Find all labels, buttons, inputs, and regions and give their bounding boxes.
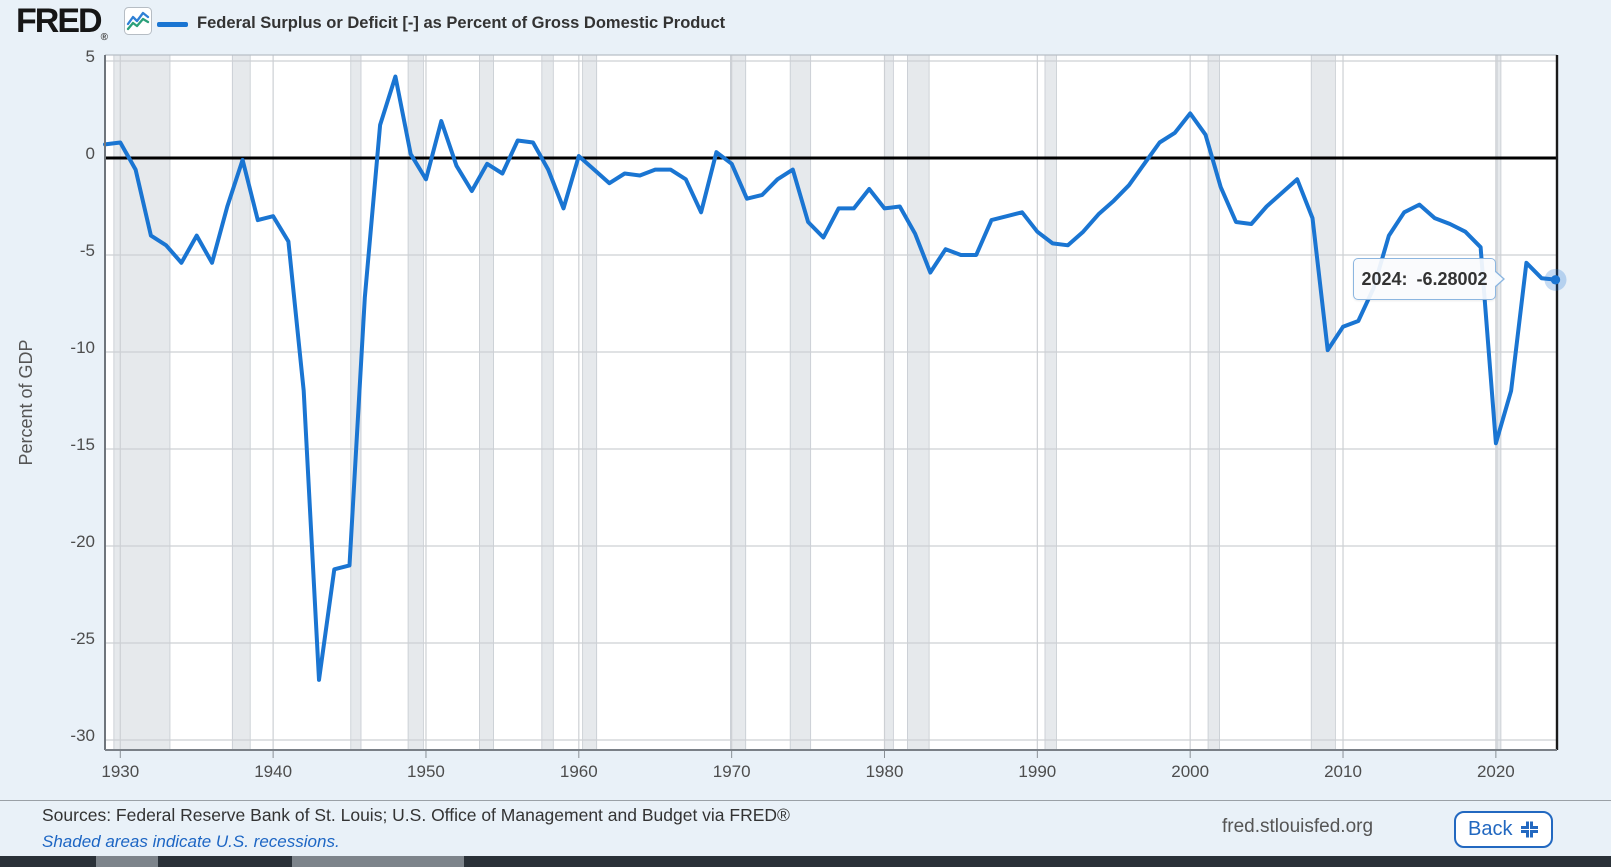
series-line [103, 74, 1559, 682]
y-axis-labels: 5 0 -5 -10 -15 -20 -25 -30 [70, 47, 95, 745]
svg-text:2020: 2020 [1477, 762, 1515, 781]
bottom-bar [0, 856, 1611, 867]
svg-text:2000: 2000 [1171, 762, 1209, 781]
recession-bands [113, 54, 1502, 751]
svg-text:5: 5 [86, 47, 95, 66]
tooltip-year: 2024: [1361, 268, 1408, 289]
recession-note-link[interactable]: Shaded areas indicate U.S. recessions. [42, 832, 340, 851]
svg-text:1960: 1960 [560, 762, 598, 781]
fred-graph-icon [124, 7, 152, 35]
header: FRED® Federal Surplus or Deficit [-] as … [0, 0, 1611, 46]
x-tick-marks [119, 751, 1497, 758]
end-marker [1544, 268, 1567, 291]
svg-text:1980: 1980 [866, 762, 904, 781]
registered-mark: ® [100, 32, 108, 43]
tooltip-value: -6.28002 [1416, 268, 1488, 289]
svg-text:1950: 1950 [407, 762, 445, 781]
svg-text:2010: 2010 [1324, 762, 1362, 781]
svg-text:-5: -5 [80, 241, 95, 260]
bottom-bar-segment [96, 856, 158, 867]
legend-line-swatch [157, 21, 188, 27]
collapse-icon [1521, 821, 1539, 838]
svg-text:-20: -20 [70, 532, 95, 551]
y-axis-title: Percent of GDP [16, 339, 36, 465]
footer-divider [0, 800, 1611, 801]
legend: Federal Surplus or Deficit [-] as Percen… [157, 0, 725, 46]
fred-logo-text: FRED [16, 2, 103, 40]
bottom-bar-segment [292, 856, 464, 867]
svg-text:0: 0 [86, 144, 95, 163]
svg-text:-30: -30 [70, 726, 95, 745]
svg-text:1970: 1970 [713, 762, 751, 781]
fred-logo[interactable]: FRED® [16, 2, 108, 43]
x-axis-labels: 1930 1940 1950 1960 1970 1980 1990 2000 2010 2020 [101, 762, 1514, 781]
plot-border [104, 54, 1559, 751]
back-button-label: Back [1468, 818, 1513, 840]
svg-text:-25: -25 [70, 629, 95, 648]
site-link[interactable]: fred.stlouisfed.org [1222, 816, 1374, 837]
svg-text:1990: 1990 [1018, 762, 1056, 781]
tooltip: 2024: -6.28002 [1353, 258, 1505, 300]
svg-text:-15: -15 [70, 435, 95, 454]
back-button[interactable]: Back [1454, 811, 1554, 848]
svg-text:1940: 1940 [254, 762, 292, 781]
legend-label: Federal Surplus or Deficit [-] as Percen… [197, 13, 726, 32]
sources-text: Sources: Federal Reserve Bank of St. Lou… [42, 805, 790, 825]
svg-text:1930: 1930 [101, 762, 139, 781]
svg-text:-10: -10 [70, 338, 95, 357]
